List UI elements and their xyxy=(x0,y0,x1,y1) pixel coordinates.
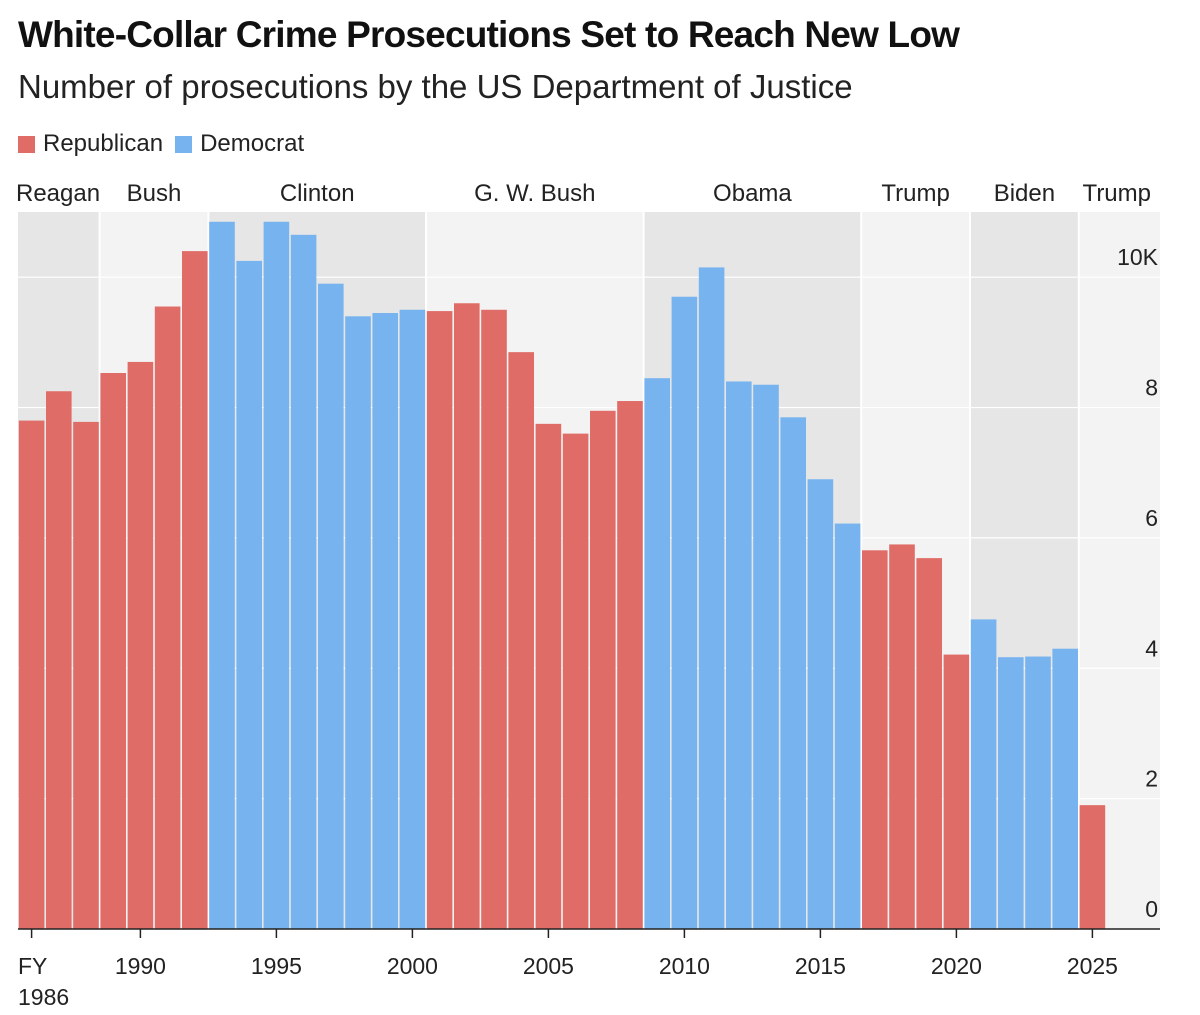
x-tick-label-2020: 2020 xyxy=(931,953,982,979)
bar-2000 xyxy=(399,309,426,929)
legend: Republican Democrat xyxy=(18,130,316,158)
bar-2005 xyxy=(535,423,562,929)
bar-1991 xyxy=(154,306,181,929)
bar-2017 xyxy=(862,550,888,929)
bar-2011 xyxy=(698,267,725,929)
bar-1996 xyxy=(290,234,317,930)
x-tick-label-2005: 2005 xyxy=(523,953,574,979)
x-tick-label-1986: FY xyxy=(18,953,47,979)
bar-2009 xyxy=(644,378,670,929)
bar-1995 xyxy=(263,221,290,929)
bar-1998 xyxy=(345,316,371,929)
x-tick-label-2025: 2025 xyxy=(1067,953,1118,979)
bar-2021 xyxy=(970,619,997,929)
presidency-label-reagan-1986: Reagan xyxy=(16,180,100,207)
presidency-label-obama-2009: Obama xyxy=(713,180,792,207)
presidency-label-trump-2025: Trump xyxy=(1083,180,1151,207)
y-tick-label-4000: 4 xyxy=(1145,635,1158,661)
bar-1997 xyxy=(318,283,344,929)
presidency-label-clinton-1993: Clinton xyxy=(280,180,355,207)
chart-title: White-Collar Crime Prosecutions Set to R… xyxy=(18,14,960,55)
legend-swatch-republican xyxy=(18,135,35,153)
presidency-label-biden-2021: Biden xyxy=(994,180,1055,207)
presidency-label-bush-1989: Bush xyxy=(127,180,182,207)
bar-1993 xyxy=(209,221,235,929)
y-tick-label-6000: 6 xyxy=(1145,505,1158,531)
chart-subtitle: Number of prosecutions by the US Departm… xyxy=(18,68,853,105)
bar-1994 xyxy=(236,260,262,929)
legend-item-democrat: Democrat xyxy=(175,130,304,158)
bar-1986 xyxy=(18,420,45,929)
bar-2007 xyxy=(590,410,616,929)
legend-label-democrat: Democrat xyxy=(200,130,305,157)
bar-2012 xyxy=(726,381,752,929)
bar-2015 xyxy=(807,479,834,929)
x-tick-label-2015: 2015 xyxy=(795,953,846,979)
bar-2025 xyxy=(1079,805,1106,929)
x-tick-label-1995: 1995 xyxy=(251,953,302,979)
legend-label-republican: Republican xyxy=(43,130,164,157)
bar-1987 xyxy=(46,391,72,929)
bar-1992 xyxy=(182,251,208,929)
bar-chart: Reagan Bush Clinton G. W. Bush Obama Trump Bid… xyxy=(16,180,1160,1010)
bar-1989 xyxy=(100,372,126,929)
bar-2006 xyxy=(562,433,589,929)
bar-2014 xyxy=(780,417,806,929)
bar-2022 xyxy=(998,657,1024,929)
y-tick-label-10000: 10K xyxy=(1117,244,1159,270)
y-tick-label-2000: 2 xyxy=(1145,766,1158,792)
bar-2020 xyxy=(943,654,970,929)
bar-2010 xyxy=(671,296,698,930)
x-tick-label-2000: 2000 xyxy=(387,953,438,979)
bar-2004 xyxy=(508,352,534,929)
presidency-label-trump-2017: Trump xyxy=(881,180,949,207)
bar-2003 xyxy=(481,309,507,929)
x-tick-label-2010: 2010 xyxy=(659,953,710,979)
y-tick-label-8000: 8 xyxy=(1145,375,1158,401)
bar-2019 xyxy=(916,558,942,929)
bar-2013 xyxy=(753,384,779,929)
bar-1988 xyxy=(73,421,99,929)
bar-2008 xyxy=(617,401,643,929)
x-tick-label-1986-year: 1986 xyxy=(18,984,69,1010)
bar-2001 xyxy=(426,311,453,929)
bar-2023 xyxy=(1025,656,1051,929)
bar-2016 xyxy=(834,523,861,929)
bar-2018 xyxy=(889,544,915,929)
bar-2002 xyxy=(454,303,480,930)
presidency-label-g-w-bush-2001: G. W. Bush xyxy=(474,180,595,207)
bar-2024 xyxy=(1052,648,1078,929)
legend-item-republican: Republican xyxy=(18,130,163,158)
bar-1990 xyxy=(127,361,154,929)
bar-1999 xyxy=(372,313,398,929)
y-tick-label-0: 0 xyxy=(1145,896,1158,922)
legend-swatch-democrat xyxy=(175,135,193,153)
x-tick-label-1990: 1990 xyxy=(115,953,166,979)
